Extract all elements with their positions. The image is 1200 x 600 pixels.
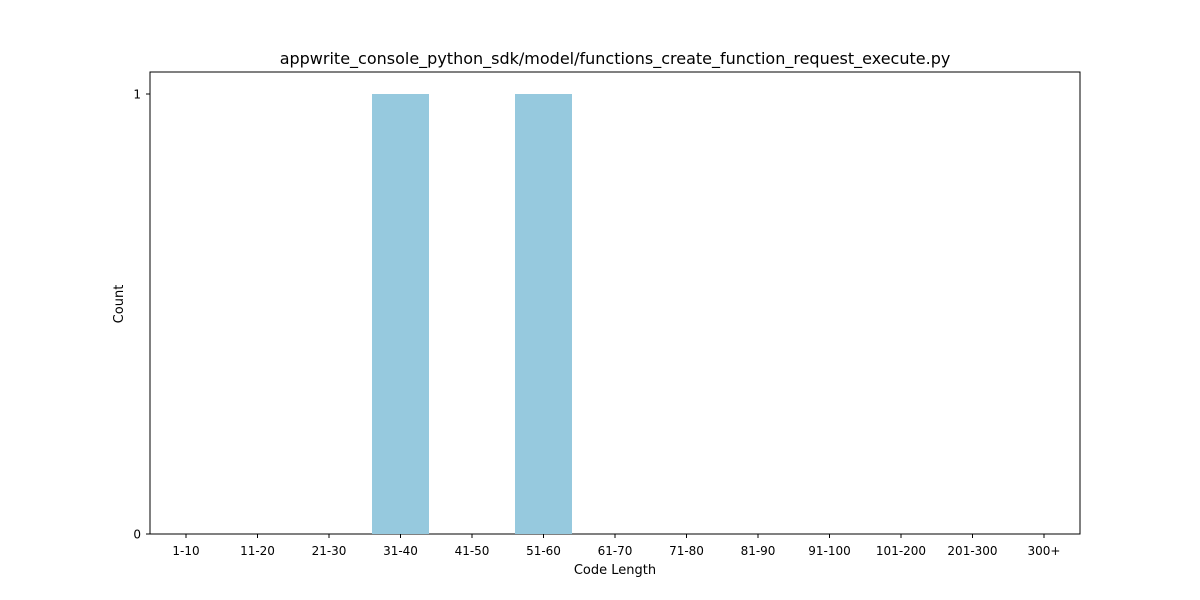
x-tick-label: 201-300	[947, 544, 997, 558]
bars-group	[372, 94, 572, 534]
bar-31-40	[372, 94, 429, 534]
x-tick-label: 41-50	[455, 544, 490, 558]
plot-area-frame	[149, 71, 1081, 535]
y-axis-ticks: 01	[133, 88, 150, 542]
chart-title: appwrite_console_python_sdk/model/functi…	[280, 49, 951, 69]
x-tick-label: 61-70	[598, 544, 633, 558]
y-tick-label: 1	[133, 88, 141, 102]
x-tick-label: 81-90	[741, 544, 776, 558]
x-tick-label: 101-200	[876, 544, 926, 558]
x-tick-label: 1-10	[172, 544, 199, 558]
x-tick-label: 300+	[1028, 544, 1061, 558]
x-tick-label: 91-100	[808, 544, 851, 558]
x-tick-label: 71-80	[669, 544, 704, 558]
x-axis-ticks: 1-10 11-20 21-30 31-40 41-50 51-60 61-70 71-80 8…	[172, 534, 1060, 558]
x-tick-label: 11-20	[240, 544, 275, 558]
bar-51-60	[515, 94, 572, 534]
y-axis-label: Count	[112, 285, 127, 324]
x-tick-label: 31-40	[383, 544, 418, 558]
x-axis-label: Code Length	[574, 563, 656, 578]
x-tick-label: 21-30	[312, 544, 347, 558]
y-tick-label: 0	[133, 528, 141, 542]
x-tick-label: 51-60	[526, 544, 561, 558]
